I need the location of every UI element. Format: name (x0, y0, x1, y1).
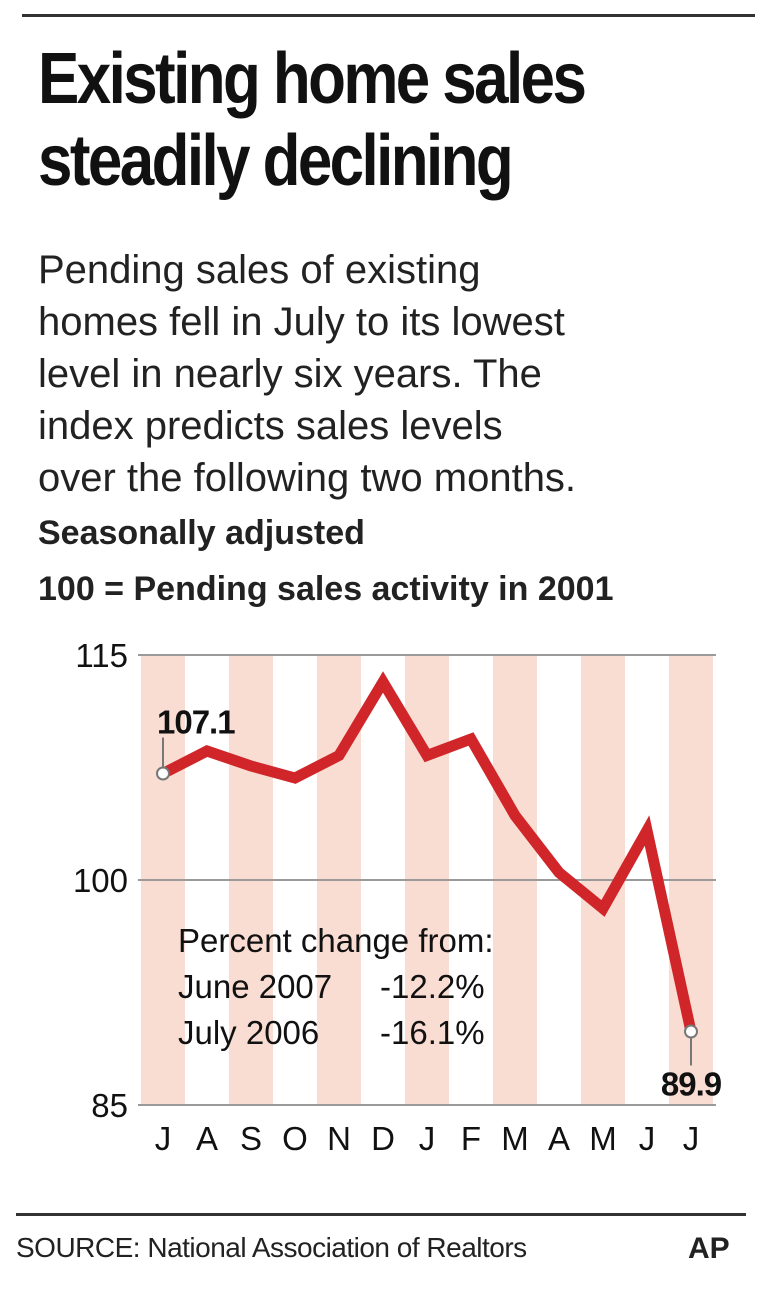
x-tick-label: J (419, 1120, 436, 1157)
series-line (160, 671, 697, 1033)
y-axis-ticks: 115 100 85 (73, 637, 128, 1124)
x-tick-label: J (683, 1120, 700, 1157)
data-label: 89.9 (661, 1066, 722, 1103)
point-labels: 107.1 89.9 (156, 704, 723, 1103)
x-tick-label: N (327, 1120, 351, 1157)
x-tick-label: O (282, 1120, 308, 1157)
percent-change-heading: Percent change from: (178, 922, 494, 959)
description-line-3: level in nearly six years. The (38, 352, 542, 396)
x-tick-label: D (371, 1120, 395, 1157)
x-tick-label: S (240, 1120, 262, 1157)
change-value-june-2007: -12.2% (380, 968, 485, 1005)
top-rule (22, 14, 755, 17)
credit-ap: AP (688, 1232, 730, 1265)
change-label-june-2007: June 2007 (178, 968, 332, 1005)
chart-description: Pending sales of existing homes fell in … (38, 244, 738, 504)
x-tick-label: A (196, 1120, 218, 1157)
data-label: 107.1 (157, 704, 235, 741)
description-line-2: homes fell in July to its lowest (38, 300, 565, 344)
title-line-2: steadily declining (38, 121, 514, 201)
x-tick-label: A (548, 1120, 570, 1157)
chart-title: Existing home sales steadily declining (38, 38, 649, 202)
percent-change-box: Percent change from: June 2007 -12.2% Ju… (178, 922, 494, 1051)
description-line-4: index predicts sales levels (38, 404, 503, 448)
point-marker (684, 1024, 698, 1039)
seasonal-note: Seasonally adjusted (38, 514, 365, 552)
description-line-1: Pending sales of existing (38, 248, 481, 292)
x-tick-label: J (155, 1120, 172, 1157)
y-tick-label: 100 (73, 862, 128, 899)
description-line-5: over the following two months. (38, 456, 577, 500)
x-tick-label: M (501, 1120, 529, 1157)
x-tick-label: F (461, 1120, 481, 1157)
y-tick-label: 85 (91, 1087, 128, 1124)
change-label-july-2006: July 2006 (178, 1014, 319, 1051)
x-tick-label: J (639, 1120, 656, 1157)
source-line: SOURCE: National Association of Realtors (16, 1232, 527, 1263)
point-marker (156, 766, 170, 781)
change-value-july-2006: -16.1% (380, 1014, 485, 1051)
y-tick-label: 115 (75, 637, 128, 674)
x-tick-label: M (589, 1120, 617, 1157)
bottom-rule (16, 1213, 746, 1216)
series-group (160, 671, 697, 1033)
index-base-note: 100 = Pending sales activity in 2001 (38, 570, 614, 608)
title-line-1: Existing home sales (38, 39, 587, 119)
